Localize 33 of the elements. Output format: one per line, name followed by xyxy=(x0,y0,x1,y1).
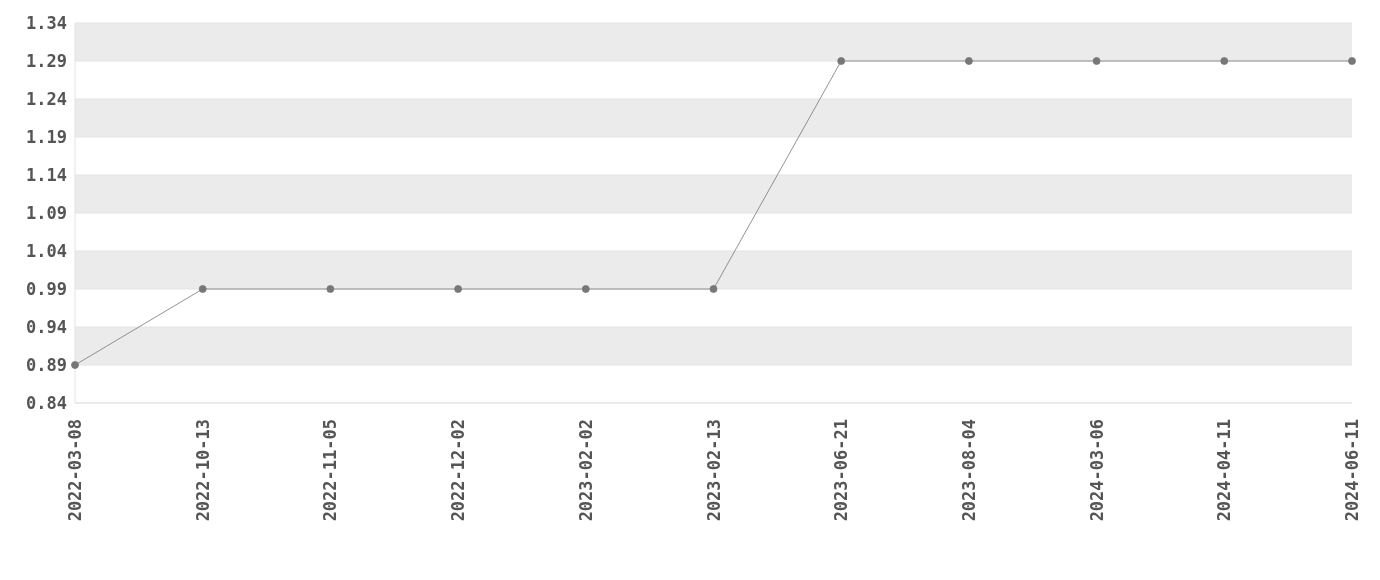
x-tick-label: 2023-02-02 xyxy=(575,419,596,522)
point xyxy=(581,285,590,293)
point xyxy=(1348,57,1356,65)
point xyxy=(1092,57,1101,65)
point xyxy=(198,285,207,293)
x-tick-label: 2024-03-06 xyxy=(1086,419,1107,522)
point xyxy=(1220,57,1229,65)
x-tick-label: 2023-02-13 xyxy=(703,419,724,522)
y-tick-label: 1.19 xyxy=(26,127,67,148)
x-tick-label: 2024-04-11 xyxy=(1214,419,1235,522)
y-tick-label: 1.24 xyxy=(26,89,67,110)
point xyxy=(965,57,973,65)
x-tick-label: 2023-08-04 xyxy=(958,419,979,522)
y-tick-label: 0.99 xyxy=(26,279,67,300)
y-tick-label: 1.09 xyxy=(26,203,67,224)
y-tick-label: 0.84 xyxy=(26,393,67,414)
x-tick-label: 2022-11-05 xyxy=(320,419,341,522)
x-tick-label: 2024-06-11 xyxy=(1342,419,1362,522)
y-tick-label: 1.04 xyxy=(26,241,67,262)
point xyxy=(454,285,462,293)
y-tick-label: 0.94 xyxy=(26,317,67,338)
point xyxy=(326,285,335,293)
y-tick-label: 1.29 xyxy=(26,51,67,72)
y-tick-label: 0.89 xyxy=(26,355,67,376)
x-tick-label: 2023-06-21 xyxy=(831,419,852,522)
y-tick-label: 1.34 xyxy=(26,13,67,34)
x-tick-label: 2022-10-13 xyxy=(192,419,213,522)
x-tick-label: 2022-03-08 xyxy=(65,419,85,522)
point xyxy=(837,57,846,65)
point xyxy=(709,285,718,293)
x-tick-label: 2022-12-02 xyxy=(448,419,469,522)
y-tick-label: 1.14 xyxy=(26,165,67,186)
point xyxy=(71,361,79,369)
